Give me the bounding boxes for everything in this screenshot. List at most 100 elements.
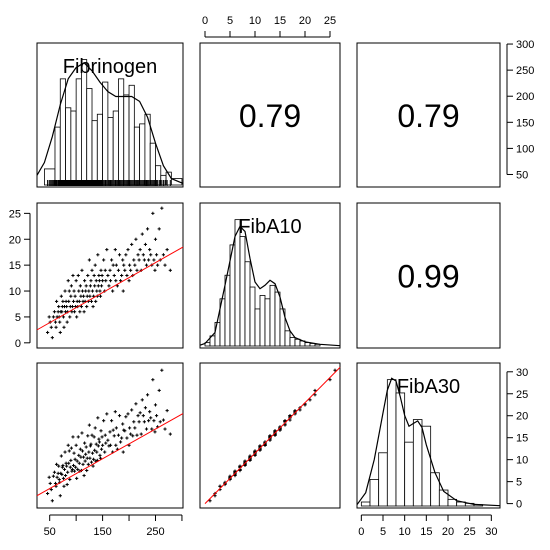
scatter-point: [150, 427, 154, 431]
y-tick-label: 15: [9, 260, 21, 272]
scatter-point: [69, 458, 73, 462]
scatter-point: [67, 449, 71, 453]
scatter-point: [60, 465, 64, 469]
scatter-point: [91, 464, 95, 468]
scatter-point: [121, 450, 125, 454]
scatter-point: [88, 444, 93, 448]
scatter-point: [71, 435, 75, 439]
histogram-bar-FibA10-13: [269, 284, 276, 347]
histogram-bar-Fibrinogen-19: [149, 142, 156, 186]
scatter-point: [86, 462, 90, 466]
histogram-bar-FibA10-2: [214, 322, 221, 347]
y-tick-label-right: 100: [516, 143, 534, 155]
panel-1-2: [356, 202, 501, 349]
scatter-point: [154, 253, 159, 257]
histogram-bar-FibA10-17: [289, 337, 296, 347]
scatter-point: [268, 434, 272, 438]
scatter-point: [96, 444, 100, 448]
scatter-point: [77, 299, 81, 303]
histogram-bar-FibA30-6: [412, 419, 423, 507]
variable-label-FibA30: FibA30: [397, 376, 460, 398]
scatter-point: [313, 388, 317, 393]
scatter-point: [114, 263, 118, 267]
histogram-bar-FibA10-16: [284, 330, 291, 347]
scatter-point: [53, 481, 58, 486]
scatter-point: [66, 470, 70, 474]
scatter-point: [55, 475, 59, 479]
scatter-point: [61, 463, 65, 468]
scatter-point: [74, 443, 78, 447]
histogram-bar-FibA10-7: [239, 236, 246, 347]
scatter-point: [120, 436, 124, 440]
scatter-point: [71, 273, 75, 278]
scatter-point: [97, 273, 101, 278]
histogram-bar-Fibrinogen-1: [54, 126, 61, 186]
scatter-point: [105, 412, 109, 416]
scatter-point: [81, 294, 86, 298]
histogram-bar-Fibrinogen-9: [96, 113, 103, 186]
histogram-bar-FibA10-12: [264, 298, 271, 347]
scatter-point: [79, 304, 84, 309]
scatter-point: [76, 435, 80, 439]
scatter-point: [103, 268, 107, 272]
histogram-bar-FibA30-5: [404, 441, 414, 507]
scatter-point: [84, 289, 88, 293]
scatter-point: [70, 467, 75, 471]
histogram-bar-Fibrinogen-6: [81, 59, 88, 186]
histogram-bar-Fibrinogen-3: [65, 107, 72, 186]
scatter-point: [74, 279, 78, 283]
scatter-point: [90, 451, 95, 455]
scatter-point: [134, 237, 138, 241]
histogram-bar-Fibrinogen-5: [75, 78, 82, 186]
scatter-point: [63, 450, 67, 454]
fit-line-2-1: [204, 367, 341, 504]
scatter-point: [112, 434, 116, 438]
scatter-point: [57, 477, 61, 482]
scatter-point: [71, 299, 76, 303]
scatter-point: [73, 457, 77, 461]
histogram-bar-Fibrinogen-12: [112, 110, 119, 186]
histogram-bar-FibA10-10: [254, 308, 261, 347]
scatter-point: [104, 441, 108, 445]
scatter-point: [111, 263, 115, 267]
histogram-bar-Fibrinogen-10: [102, 81, 109, 186]
scatter-point: [100, 435, 104, 439]
scatter-point: [102, 419, 106, 423]
scatter-point: [108, 268, 112, 272]
scatter-point: [131, 434, 135, 438]
histogram-bar-FibA30-2: [378, 452, 388, 507]
scatter-point: [51, 474, 55, 478]
scatter-point: [124, 415, 128, 419]
scatter-point: [89, 279, 93, 283]
y-tick-label: 0: [516, 499, 522, 511]
scatter-point: [141, 253, 145, 257]
scatter-point: [288, 418, 292, 422]
scatter-point: [99, 447, 104, 451]
scatter-point: [77, 453, 81, 457]
scatter-point: [76, 467, 80, 471]
scatter-point: [121, 258, 125, 262]
scatter-point: [147, 258, 151, 262]
density-curve-FibA30: [356, 377, 501, 507]
scatter-point: [86, 434, 90, 438]
x-tick-label: 20: [299, 15, 311, 27]
scatter-point: [50, 499, 54, 503]
scatter-point: [58, 494, 62, 498]
scatter-point: [106, 438, 110, 442]
x-tick-label: 30: [485, 526, 497, 538]
scatter-point: [90, 433, 94, 437]
y-tick-label: 5: [15, 312, 21, 324]
scatter-point: [88, 294, 92, 298]
scatter-point: [83, 459, 87, 463]
y-tick-label: 25: [9, 208, 21, 220]
scatter-point: [213, 494, 217, 498]
scatter-point: [160, 368, 164, 372]
scatter-point: [158, 420, 162, 424]
scatter-point: [142, 258, 146, 262]
scatter-point: [127, 263, 132, 267]
scatter-point: [78, 447, 82, 451]
scatter-point: [111, 428, 115, 432]
scatter-point: [107, 284, 111, 288]
scatter-point: [87, 423, 91, 427]
scatter-point: [65, 304, 69, 309]
